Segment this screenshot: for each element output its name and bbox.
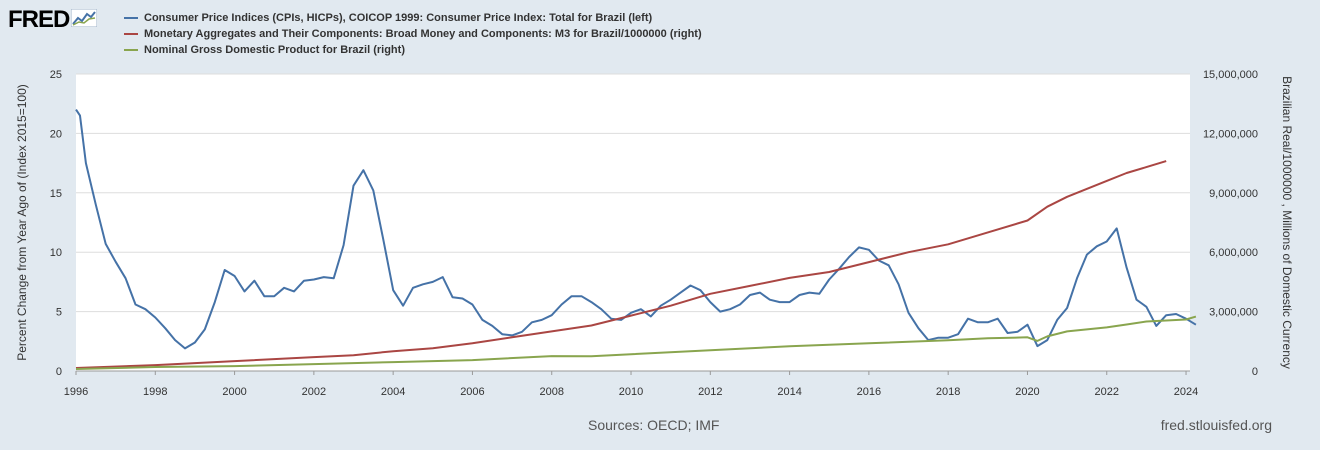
x-tick-label: 2016 (857, 386, 881, 398)
gdp-series-line[interactable] (75, 315, 1197, 370)
site-url-link[interactable]: fred.stlouisfed.org (1160, 417, 1272, 433)
x-tick-label: 1996 (64, 386, 88, 398)
legend-item-m3[interactable]: Monetary Aggregates and Their Components… (124, 26, 702, 42)
x-tick-label: 2010 (619, 386, 643, 398)
legend-label-gdp: Nominal Gross Domestic Product for Brazi… (144, 44, 405, 56)
x-tick-label: 2006 (460, 386, 484, 398)
legend-label-cpi: Consumer Price Indices (CPIs, HICPs), CO… (144, 12, 653, 24)
x-tick-label: 2000 (222, 386, 246, 398)
x-tick-label: 1998 (143, 386, 167, 398)
right-tick-label: 15,000,000 (1203, 69, 1258, 81)
fred-logo-text: FRED (8, 6, 70, 33)
legend-swatch-gdp (124, 49, 138, 51)
cpi-series-line[interactable] (75, 109, 1197, 350)
legend-item-cpi[interactable]: Consumer Price Indices (CPIs, HICPs), CO… (124, 10, 702, 26)
legend-swatch-m3 (124, 33, 138, 35)
x-tick-label: 2024 (1174, 386, 1198, 398)
right-tick-label: 9,000,000 (1209, 188, 1258, 200)
x-tick-label: 2020 (1015, 386, 1039, 398)
x-tick-label: 2018 (936, 386, 960, 398)
legend-swatch-cpi (124, 17, 138, 19)
left-tick-label: 20 (50, 128, 62, 140)
right-tick-label: 3,000,000 (1209, 307, 1258, 319)
chart-legend: Consumer Price Indices (CPIs, HICPs), CO… (124, 10, 702, 58)
x-tick-label: 2012 (698, 386, 722, 398)
plot-area (76, 74, 1190, 371)
right-axis-label: Brazilian Real/1000000 , Millions of Dom… (1280, 76, 1294, 369)
left-tick-label: 5 (56, 307, 62, 319)
left-tick-label: 15 (50, 188, 62, 200)
m3-series-line[interactable] (75, 160, 1167, 369)
left-tick-label: 0 (56, 366, 62, 378)
right-tick-label: 0 (1252, 366, 1258, 378)
legend-label-m3: Monetary Aggregates and Their Components… (144, 28, 702, 40)
x-tick-label: 2002 (302, 386, 326, 398)
x-tick-label: 2014 (777, 386, 801, 398)
x-tick-label: 2008 (539, 386, 563, 398)
right-tick-label: 12,000,000 (1203, 128, 1258, 140)
x-tick-label: 2004 (381, 386, 405, 398)
left-axis-label: Percent Change from Year Ago of (Index 2… (15, 84, 29, 361)
right-tick-label: 6,000,000 (1209, 247, 1258, 259)
left-tick-label: 25 (50, 69, 62, 81)
legend-item-gdp[interactable]: Nominal Gross Domestic Product for Brazi… (124, 42, 702, 58)
x-tick-label: 2022 (1095, 386, 1119, 398)
left-tick-label: 10 (50, 247, 62, 259)
sources-text: Sources: OECD; IMF (588, 417, 720, 433)
